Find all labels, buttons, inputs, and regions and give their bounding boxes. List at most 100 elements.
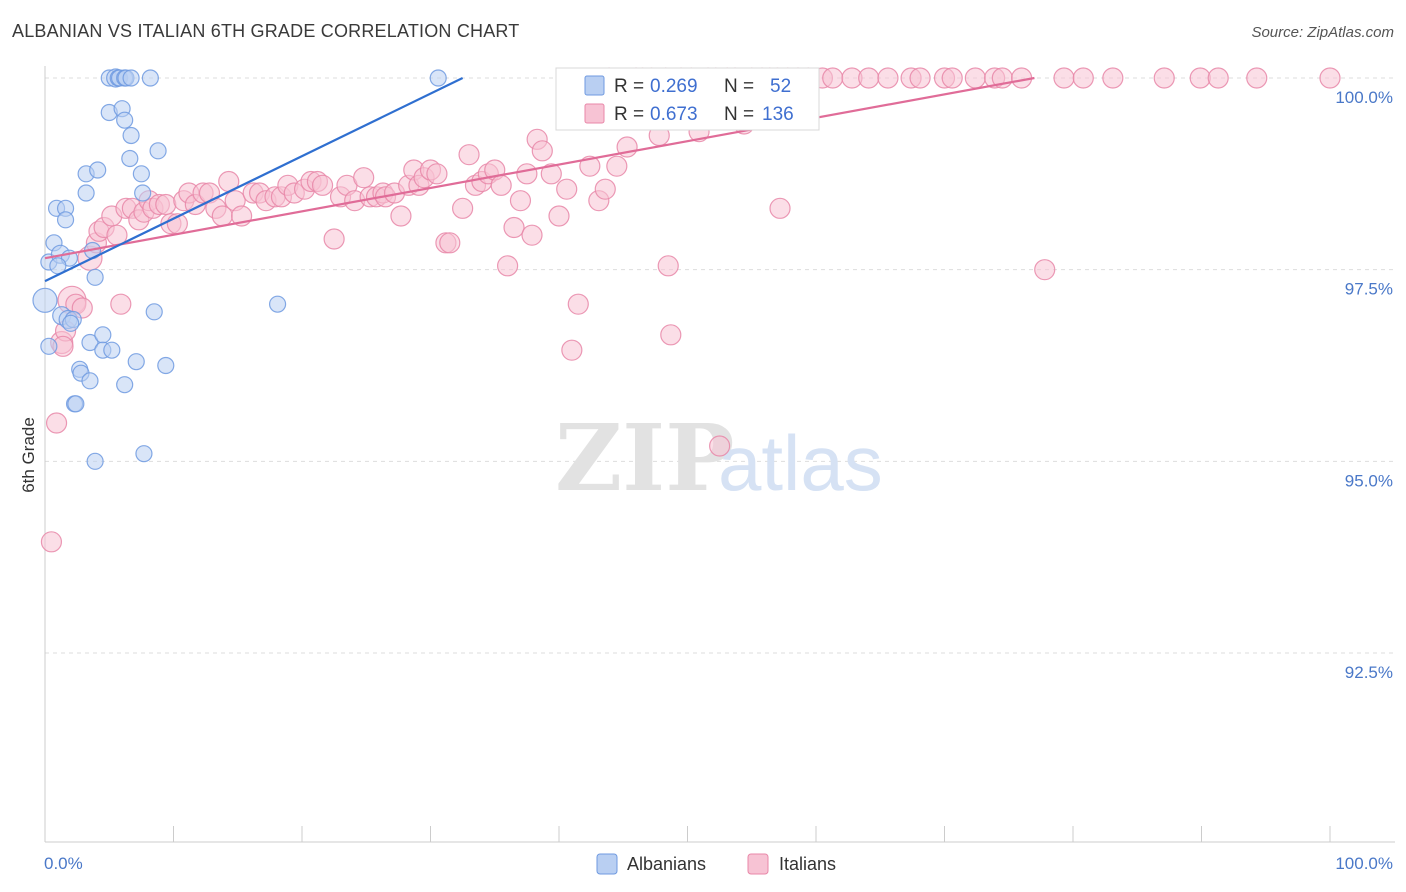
- x-tick-label-1: 100.0%: [1335, 854, 1393, 873]
- point-albanians-44: [141, 69, 159, 87]
- page-title: ALBANIAN VS ITALIAN 6TH GRADE CORRELATIO…: [12, 21, 520, 41]
- point-albanians-38: [122, 126, 140, 145]
- point-italians-108: [769, 197, 791, 219]
- point-albanians-28: [103, 341, 121, 359]
- point-italians-118: [909, 67, 931, 89]
- y-tick-label-3: 92.5%: [1345, 663, 1393, 682]
- x-tick-labels: 0.0% 100.0%: [44, 854, 1393, 873]
- point-italians-64: [458, 144, 480, 166]
- point-italians-62: [439, 232, 461, 254]
- x-tick-label-0: 0.0%: [44, 854, 83, 873]
- trend-line-italians: [44, 76, 1035, 260]
- svg-text:atlas: atlas: [718, 419, 883, 507]
- y-tick-labels: 100.0% 97.5% 95.0% 92.5%: [1335, 88, 1393, 682]
- point-italians-130: [1189, 67, 1211, 89]
- point-albanians-39: [122, 69, 140, 87]
- point-italians-127: [1072, 67, 1094, 89]
- point-italians-79: [556, 178, 578, 200]
- point-italians-73: [516, 163, 538, 185]
- point-italians-60: [426, 163, 448, 185]
- point-albanians-1: [40, 337, 58, 355]
- point-italians-116: [877, 67, 899, 89]
- point-italians-12: [110, 293, 132, 315]
- point-italians-74: [521, 224, 543, 246]
- point-albanians-22: [86, 452, 104, 470]
- point-italians-78: [548, 205, 570, 227]
- trend-lines: [44, 76, 1035, 283]
- y-tick-label-1: 97.5%: [1345, 280, 1393, 299]
- legend-n-label-albanians: N =: [724, 76, 754, 97]
- point-italians-81: [567, 293, 589, 315]
- point-albanians-40: [127, 353, 145, 371]
- point-albanians-47: [157, 356, 175, 375]
- legend-r-value-italians: 0.673: [650, 104, 698, 125]
- point-italians-48: [353, 167, 375, 189]
- point-italians-120: [941, 67, 963, 89]
- svg-text:ZIP: ZIP: [555, 404, 734, 512]
- point-albanians-8: [56, 211, 75, 229]
- legend-r-label-italians: R =: [614, 104, 644, 125]
- legend-n-value-italians: 136: [762, 104, 794, 125]
- point-albanians-37: [121, 149, 139, 168]
- point-italians-129: [1153, 67, 1175, 89]
- point-italians-70: [497, 255, 519, 277]
- point-italians-121: [964, 67, 986, 89]
- point-albanians-51: [62, 314, 80, 332]
- y-tick-label-2: 95.0%: [1345, 471, 1393, 490]
- point-italians-94: [660, 324, 682, 346]
- legend-r-label-albanians: R =: [614, 76, 644, 97]
- series-albanians: [32, 68, 447, 470]
- point-italians-43: [311, 174, 334, 196]
- legend-swatch-albanians: [584, 75, 605, 96]
- bottom-legend-swatch-italians: [747, 853, 769, 875]
- source-credit: Source: ZipAtlas.com: [1251, 24, 1394, 41]
- point-italians-1: [45, 412, 68, 434]
- legend-swatch-italians: [584, 103, 605, 124]
- point-albanians-34: [116, 111, 134, 129]
- point-albanians-35: [116, 376, 134, 394]
- point-italians-76: [531, 140, 553, 162]
- point-albanians-13: [67, 395, 85, 413]
- point-italians-77: [540, 163, 562, 185]
- point-italians-0: [40, 531, 63, 553]
- point-albanians-48: [268, 295, 287, 313]
- point-italians-20: [155, 193, 177, 216]
- point-albanians-46: [149, 142, 167, 160]
- point-italians-133: [1319, 67, 1341, 89]
- y-tick-label-0: 100.0%: [1335, 88, 1393, 107]
- point-italians-69: [490, 174, 512, 196]
- point-albanians-24: [94, 326, 112, 344]
- correlation-legend: R = 0.269 N = 52 R = 0.673 N = 136: [555, 67, 820, 131]
- point-italians-113: [822, 67, 844, 89]
- point-italians-93: [657, 255, 679, 277]
- point-albanians-49: [429, 69, 447, 87]
- gridlines: [45, 77, 1395, 654]
- y-axis-label: 6th Grade: [19, 417, 38, 493]
- trend-line-albanians: [44, 77, 464, 283]
- point-albanians-17: [77, 184, 95, 202]
- point-albanians-42: [134, 184, 152, 202]
- legend-n-label-italians: N =: [724, 104, 754, 125]
- point-italians-128: [1102, 67, 1124, 89]
- point-italians-131: [1207, 67, 1229, 89]
- point-albanians-21: [86, 268, 104, 286]
- point-albanians-0: [32, 287, 58, 313]
- point-albanians-45: [145, 303, 163, 321]
- point-italians-63: [452, 197, 474, 219]
- point-italians-86: [606, 155, 628, 177]
- point-albanians-41: [132, 165, 150, 183]
- axes: [44, 66, 1395, 843]
- series-legend: Albanians Italians: [596, 853, 836, 875]
- legend-n-value-albanians: 52: [770, 76, 791, 97]
- point-albanians-19: [81, 333, 99, 352]
- point-italians-125: [1034, 259, 1056, 281]
- point-italians-126: [1053, 67, 1075, 89]
- point-italians-84: [594, 178, 616, 200]
- point-italians-72: [509, 190, 532, 212]
- bottom-legend-swatch-albanians: [596, 853, 618, 875]
- point-albanians-18: [81, 372, 99, 390]
- bottom-legend-label-italians: Italians: [779, 854, 836, 874]
- point-italians-115: [858, 67, 880, 89]
- point-italians-100: [709, 435, 731, 457]
